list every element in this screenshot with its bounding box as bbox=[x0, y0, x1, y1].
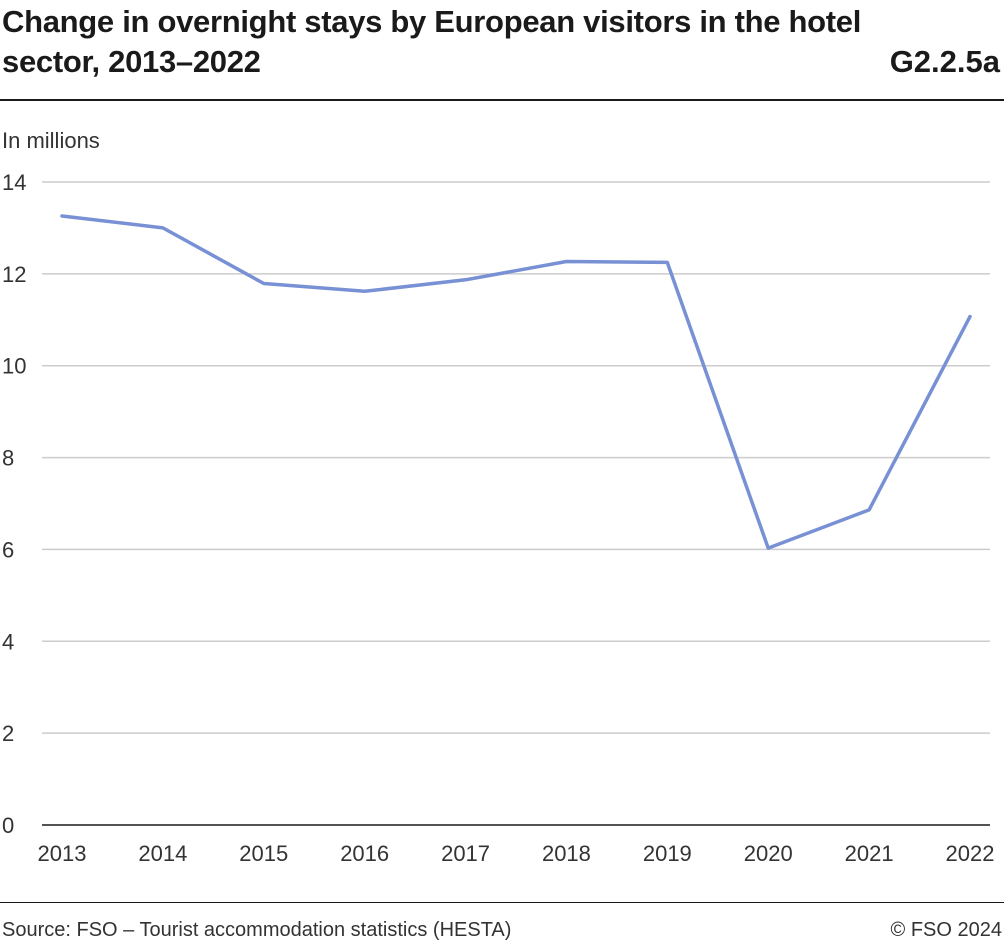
x-tick-label-2021: 2021 bbox=[845, 841, 894, 866]
header-divider bbox=[0, 99, 1004, 101]
x-tick-label-2020: 2020 bbox=[744, 841, 793, 866]
x-tick-label-2022: 2022 bbox=[946, 841, 995, 866]
x-tick-label-2015: 2015 bbox=[239, 841, 288, 866]
y-tick-label-6: 6 bbox=[2, 537, 14, 562]
x-tick-label-2019: 2019 bbox=[643, 841, 692, 866]
x-tick-label-2016: 2016 bbox=[340, 841, 389, 866]
chart-title: Change in overnight stays by European vi… bbox=[2, 4, 862, 79]
y-tick-label-14: 14 bbox=[2, 170, 26, 195]
y-tick-label-10: 10 bbox=[2, 354, 26, 379]
source-note: Source: FSO – Tourist accommodation stat… bbox=[2, 919, 512, 941]
x-tick-label-2018: 2018 bbox=[542, 841, 591, 866]
y-tick-label-0: 0 bbox=[2, 813, 14, 838]
y-tick-label-4: 4 bbox=[2, 629, 14, 654]
footer-divider bbox=[0, 902, 1004, 903]
x-tick-label-2013: 2013 bbox=[38, 841, 87, 866]
copyright-note: © FSO 2024 bbox=[890, 919, 1002, 941]
x-tick-label-2017: 2017 bbox=[441, 841, 490, 866]
y-tick-label-8: 8 bbox=[2, 446, 14, 471]
x-tick-label-2014: 2014 bbox=[138, 841, 187, 866]
y-axis-label: In millions bbox=[2, 128, 100, 153]
y-tick-label-12: 12 bbox=[2, 262, 26, 287]
chart-id: G2.2.5a bbox=[889, 44, 1000, 79]
series-line-0 bbox=[60, 214, 972, 550]
line-chart: In millions 0 2 4 6 8 10 12 14 2013 2014 2015 2016 20… bbox=[2, 128, 995, 866]
y-tick-label-2: 2 bbox=[2, 721, 14, 746]
